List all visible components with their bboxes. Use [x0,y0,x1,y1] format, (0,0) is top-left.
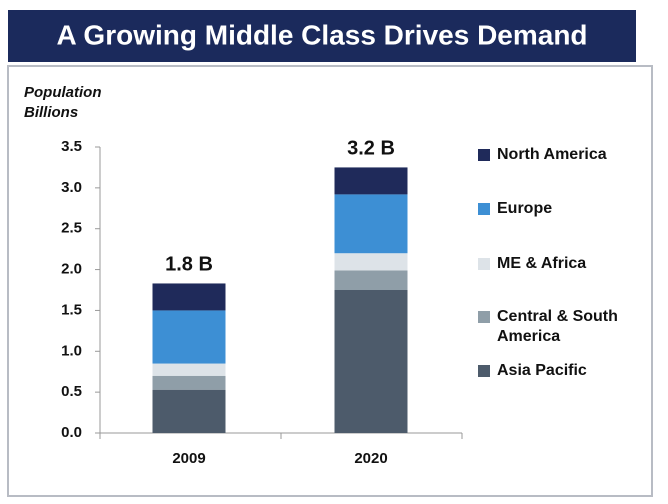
legend-label: Asia Pacific [497,362,587,379]
legend-item: North America [478,145,648,165]
legend-label: North America [497,146,607,163]
legend-label: ME & Africa [497,255,587,272]
total-label: 3.2 B [347,138,395,160]
total-label: 1.8 B [165,254,213,276]
legend-item: ME & Africa [478,254,648,274]
bar-segment [334,290,408,433]
bar-segment [334,194,408,254]
bar-segment [334,270,408,290]
bar-segment [334,253,408,271]
title-banner [8,10,636,62]
legend-swatch [478,149,490,161]
bar-segment [152,363,226,376]
x-tick-label: 2009 [172,450,205,467]
legend-swatch [478,258,490,270]
legend-swatch [478,203,490,215]
legend-item: Central & South America [478,307,648,347]
legend-item: Asia Pacific [478,361,648,381]
legend-item: Europe [478,199,648,219]
chart-frame [7,65,653,497]
y-tick-label: 3.0 [61,179,82,196]
y-tick-label: 0.5 [61,383,82,400]
y-tick-label: 0.0 [61,424,82,441]
legend-swatch [478,365,490,377]
chart-title: A Growing Middle Class Drives Demand [56,19,587,50]
x-tick-label: 2020 [354,450,387,467]
y-tick-label: 1.5 [61,301,82,318]
y-axis-label: Billions [24,104,78,121]
bar-segment [152,375,226,390]
y-tick-label: 2.0 [61,261,82,278]
legend-label: Central & South America [497,308,618,345]
bar-segment [334,167,408,195]
y-tick-label: 1.0 [61,342,82,359]
legend-swatch [478,311,490,323]
legend-label: Europe [497,200,553,217]
bar-segment [152,283,226,311]
y-tick-label: 3.5 [61,138,82,155]
y-axis-label: Population [24,84,102,101]
bar-segment [152,389,226,433]
y-tick-label: 2.5 [61,220,82,237]
bar-segment [152,310,226,364]
